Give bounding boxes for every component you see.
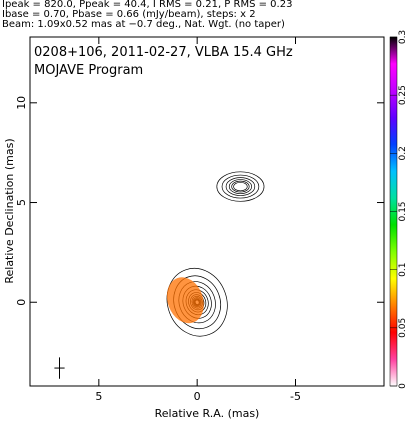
x-axis-label: Relative R.A. (mas) xyxy=(155,407,260,420)
colorbar-tick-label-5: 0.25 xyxy=(398,85,408,105)
header-line-3: Beam: 1.09x0.52 mas at −0.7 deg., Nat. W… xyxy=(2,19,285,30)
y-axis-label: Relative Declination (mas) xyxy=(3,138,16,283)
colorbar-tick-label-2: 0.1 xyxy=(398,263,408,277)
header-line-1: Ipeak = 820.0, Ppeak = 40.4, I RMS = 0.2… xyxy=(2,0,293,10)
map-subtitle: MOJAVE Program xyxy=(34,63,143,78)
contour-jet-knot-5 xyxy=(233,181,248,192)
y-tick-label-2: 10 xyxy=(15,96,28,110)
colorbar-tick-label-1: 0.05 xyxy=(398,318,408,338)
colorbar-tick-label-6: 0.3 xyxy=(398,30,408,44)
y-tick-label-1: 5 xyxy=(15,199,28,206)
x-tick-label-1: 0 xyxy=(194,390,201,403)
plot-frame xyxy=(29,36,385,387)
beam-marker xyxy=(54,357,65,379)
contour-jet-knot-1 xyxy=(221,174,260,199)
polarization-layer xyxy=(166,277,204,324)
contour-jet-knot-4 xyxy=(231,180,250,193)
colorbar-tick-label-3: 0.15 xyxy=(398,201,408,221)
contour-jet-knot-2 xyxy=(225,177,256,196)
polarization-patch xyxy=(166,277,204,324)
y-tick-label-0: 0 xyxy=(15,299,28,306)
contour-layer xyxy=(166,171,265,337)
contour-jet-knot-0 xyxy=(216,171,265,202)
colorbar-tick-label-0: 0 xyxy=(398,383,408,389)
contour-jet-knot-3 xyxy=(228,179,252,194)
x-tick-label-0: 5 xyxy=(95,390,102,403)
colorbar-tick-label-4: 0.2 xyxy=(398,146,408,160)
axis-ticks: 5 0 -5 0 5 10 xyxy=(15,37,384,403)
map-title: 0208+106, 2011-02-27, VLBA 15.4 GHz xyxy=(34,45,293,60)
colorbar-ticks: 0 0.05 0.1 0.15 0.2 0.25 0.3 xyxy=(390,30,408,389)
contour-core-0 xyxy=(166,268,228,337)
header-line-2: Ibase = 0.70, Pbase = 0.66 (mJy/beam), s… xyxy=(2,9,256,20)
header: Ipeak = 820.0, Ppeak = 40.4, I RMS = 0.2… xyxy=(2,0,402,30)
x-tick-label-2: -5 xyxy=(290,390,301,403)
